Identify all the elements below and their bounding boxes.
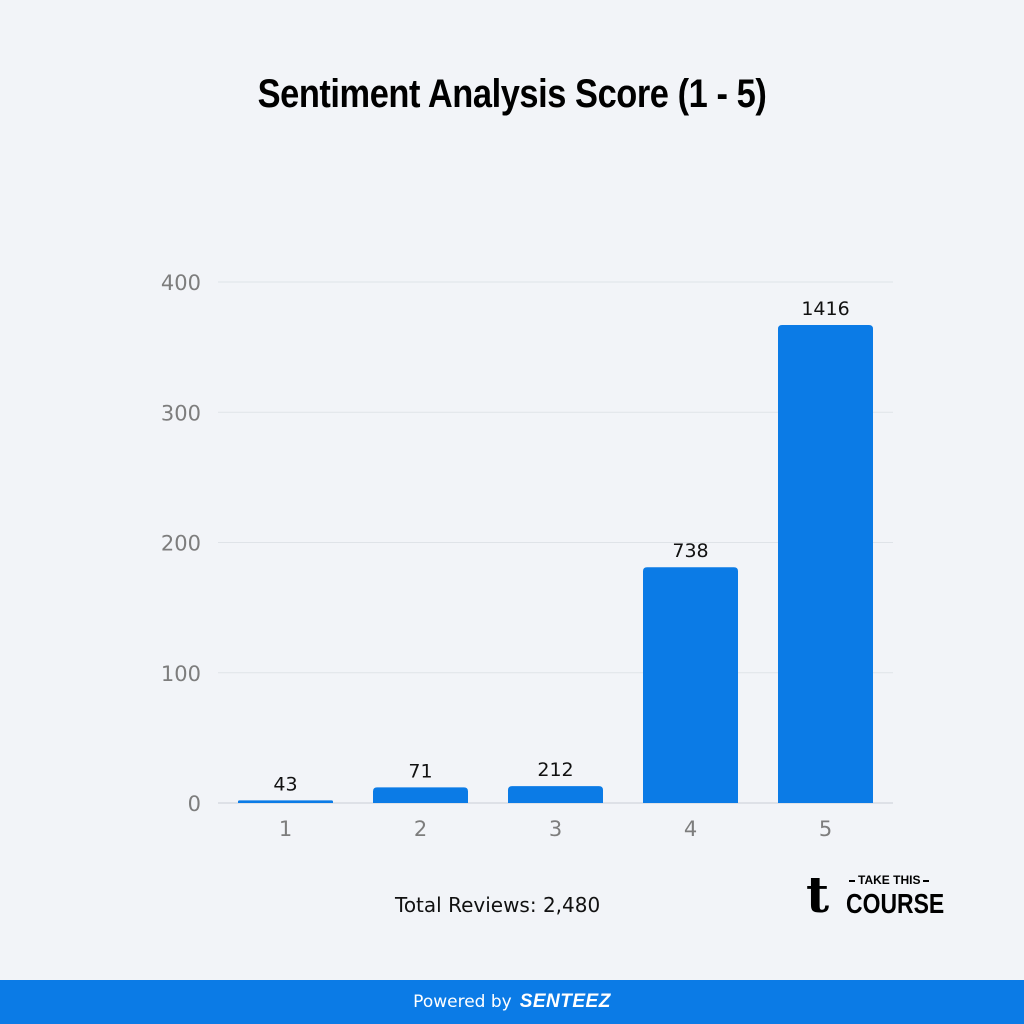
bar [778, 324, 873, 803]
bar [508, 786, 603, 803]
logo-top-text: TAKE THIS [846, 873, 932, 887]
y-tick-label: 100 [161, 662, 201, 686]
bar-chart: 0 100 200 300 400 43 1 71 2 212 3 738 4 1416 5 [161, 271, 893, 841]
data-label: 43 [273, 773, 297, 795]
footer-bar: Powered by SENTEEZ [0, 980, 1024, 1024]
data-label: 71 [408, 760, 432, 782]
footer-powered-by: Powered by [413, 992, 512, 1012]
data-label: 1416 [801, 298, 849, 320]
x-tick-label: 3 [549, 817, 562, 841]
chart-title: Sentiment Analysis Score (1 - 5) [257, 72, 767, 116]
x-tick-label: 2 [414, 817, 427, 841]
x-tick-label: 4 [684, 817, 697, 841]
data-label: 738 [672, 540, 708, 562]
bar [238, 800, 333, 803]
take-this-course-logo: t TAKE THIS COURSE [806, 865, 944, 924]
x-tick-label: 1 [279, 817, 292, 841]
bar [373, 787, 468, 803]
y-tick-label: 400 [161, 271, 201, 295]
y-tick-label: 200 [161, 532, 201, 556]
total-reviews-label: Total Reviews: 2,480 [395, 893, 601, 917]
bar [643, 567, 738, 803]
logo-t-icon: t [806, 865, 830, 924]
logo-bottom-text: COURSE [846, 888, 945, 919]
x-tick-label: 5 [819, 817, 832, 841]
y-tick-label: 300 [161, 401, 201, 425]
data-label: 212 [537, 759, 573, 781]
footer-brand: SENTEEZ [519, 991, 611, 1012]
y-tick-label: 0 [188, 792, 201, 816]
